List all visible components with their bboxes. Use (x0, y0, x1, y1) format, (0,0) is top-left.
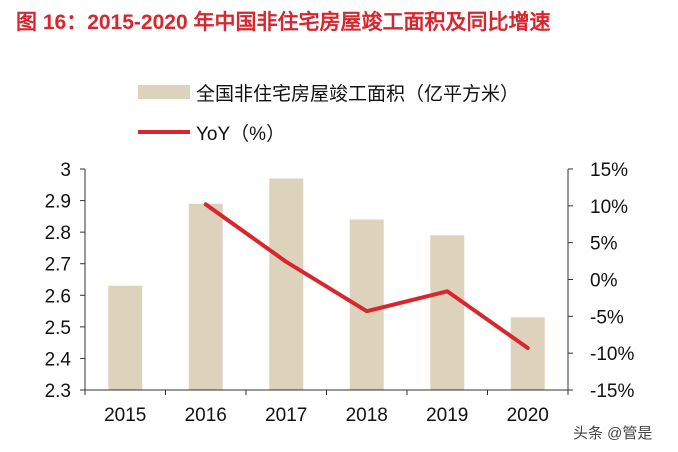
x-tick-label: 2020 (507, 405, 549, 426)
y-left-tick-label: 3 (60, 160, 71, 181)
chart-title: 图 16：2015-2020 年中国非住宅房屋竣工面积及同比增速 (16, 11, 551, 34)
y-right-tick-label: -5% (590, 307, 624, 328)
y-right-tick-label: 15% (590, 160, 628, 181)
bar-2019 (430, 235, 465, 390)
y-left-tick-label: 2.3 (45, 381, 71, 402)
y-left-tick-label: 2.7 (45, 255, 71, 276)
legend-label-bar: 全国非住宅房屋竣工面积（亿平方米） (196, 83, 520, 105)
x-tick-label: 2017 (265, 405, 307, 426)
x-tick-label: 2015 (104, 405, 146, 426)
watermark: 头条 @管是 (573, 425, 653, 442)
legend-item-bar: 全国非住宅房屋竣工面积（亿平方米） (138, 72, 519, 112)
bar-2020 (510, 317, 545, 390)
y-left-tick-label: 2.6 (45, 286, 71, 307)
y-left-tick-label: 2.5 (45, 318, 71, 339)
y-left-tick-label: 2.8 (45, 223, 71, 244)
bar-2016 (188, 203, 223, 390)
x-tick-label: 2018 (346, 405, 388, 426)
bar-2017 (269, 178, 304, 390)
legend-swatch-line (138, 130, 190, 134)
legend-label-line: YoY（%） (196, 123, 286, 145)
y-left-tick-label: 2.9 (45, 192, 71, 213)
y-right-tick-label: -10% (590, 344, 634, 365)
legend-item-line: YoY（%） (138, 112, 519, 152)
legend-swatch-bar (138, 85, 190, 99)
x-tick-label: 2019 (426, 405, 468, 426)
y-right-tick-label: 10% (590, 197, 628, 218)
y-left-tick-label: 2.4 (45, 349, 72, 370)
x-tick-label: 2016 (185, 405, 227, 426)
y-right-tick-label: 5% (590, 234, 618, 255)
y-right-tick-label: -15% (590, 381, 634, 402)
y-right-tick-label: 0% (590, 271, 618, 292)
bar-2015 (108, 285, 143, 390)
legend: 全国非住宅房屋竣工面积（亿平方米） YoY（%） (138, 72, 519, 152)
